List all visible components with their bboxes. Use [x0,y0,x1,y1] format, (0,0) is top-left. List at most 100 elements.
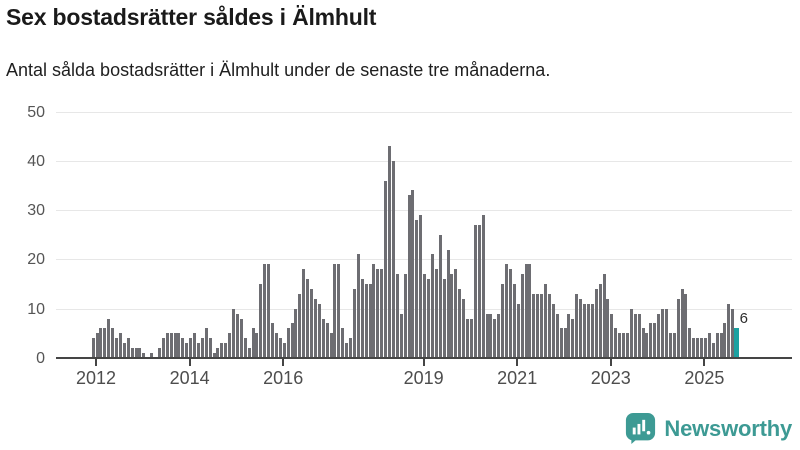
bar-month [103,328,107,358]
bar-month [711,343,715,358]
chart-title: Sex bostadsrätter såldes i Älmhult [6,4,377,30]
bar-month [235,313,239,358]
bar-month [196,343,200,358]
bar-month [419,215,423,358]
newsworthy-logo-text: Newsworthy [664,415,792,441]
bar-month [688,328,692,358]
gridline-y-50 [56,111,792,113]
bar-month [559,328,563,358]
bar-month [598,284,602,358]
x-axis-label-2014: 2014 [169,368,210,388]
x-axis-label-2023: 2023 [590,368,631,388]
bar-month [540,293,544,358]
chart-subtitle: Antal sålda bostadsrätter i Älmhult unde… [6,60,551,80]
bar-month [368,284,372,358]
x-axis-label-2016: 2016 [263,368,304,388]
bar-month [696,338,700,358]
bar-month [664,308,668,358]
bar-month [415,219,419,358]
bar-month [458,288,462,358]
bar-month [251,328,255,358]
newsworthy-logo[interactable]: Newsworthy [625,412,792,445]
bar-month [703,338,707,358]
bar-month [625,333,629,358]
bar-month [583,303,586,358]
y-axis-label-0: 0 [36,350,45,367]
bar-month [645,333,649,358]
bar-month [653,323,657,358]
bar-month [399,313,403,358]
bar-month [243,338,247,358]
x-axis-line [56,357,792,359]
bar-month [719,333,723,358]
bar-month [403,274,407,358]
x-axis-tick-2012 [95,359,97,366]
bar-month [255,333,259,358]
bar-month [469,318,473,358]
bar-month [115,338,118,358]
bar-month [692,338,696,358]
bar-month [395,274,399,358]
x-axis-label-2019: 2019 [403,368,444,388]
bar-month [286,328,290,358]
bar-month [594,288,598,358]
bar-month [442,279,446,358]
bar-month [676,298,680,358]
bar-month [489,313,493,358]
bar-month [481,215,485,358]
y-axis-label-20: 20 [27,251,45,269]
bar-month [563,328,567,358]
bar-month [134,348,138,358]
bar-month [212,353,216,358]
bar-month [150,353,154,358]
bar-month [329,333,333,358]
bar-month [310,288,313,358]
bar-month [349,338,352,358]
bar-month [169,333,173,358]
bar-month [177,333,181,358]
bar-month [138,348,142,358]
bar-month [193,333,196,358]
bar-month [165,333,169,358]
bar-month [220,343,224,358]
bar-month [200,338,204,358]
latest-value-label: 6 [739,310,748,328]
bar-month [278,338,282,358]
bar-month [294,308,298,358]
bar-month [91,338,95,358]
bar-month [216,348,220,358]
bar-month [684,293,688,358]
bar-month [161,338,165,358]
bar-month [298,293,302,358]
bar-month [302,269,306,358]
bar-month [224,343,228,358]
gridline-y-40 [56,160,792,162]
bar-month [629,308,633,358]
bar-month [501,284,505,358]
bar-month [430,254,434,358]
bar-month [528,264,532,358]
bar-month [661,308,664,358]
bar-month [493,318,497,358]
bar-highlight-latest [734,328,740,358]
bar-month [239,318,243,358]
bar-month [259,284,263,358]
bar-month [290,323,294,358]
bar-month [157,348,161,358]
bar-month [446,249,450,358]
x-axis-label-2021: 2021 [497,368,538,388]
bar-month [586,303,590,358]
bar-month [388,146,391,358]
bar-month [454,269,458,358]
bar-month [118,333,122,358]
bar-month [360,279,364,358]
y-axis-label-10: 10 [27,300,45,318]
x-axis-tick-2016 [282,359,285,366]
bar-month [391,160,395,358]
bar-month [551,303,555,358]
bar-month [411,190,415,358]
bar-month [602,274,606,358]
bar-month [727,303,731,358]
bar-month [356,254,360,358]
bar-month [618,333,622,358]
